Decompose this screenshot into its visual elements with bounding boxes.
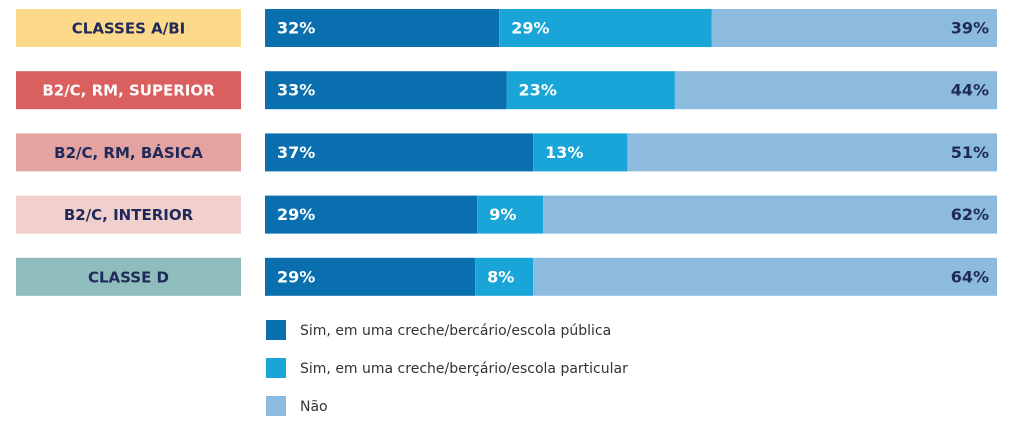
- legend-label: Sim, em uma creche/bercário/escola públi…: [300, 323, 611, 339]
- value-label: 37%: [277, 143, 315, 162]
- category-label: B2/C, RM, SUPERIOR: [42, 82, 215, 100]
- value-label: 29%: [277, 267, 315, 286]
- bar-segment: [499, 9, 712, 47]
- legend-label: Não: [300, 399, 328, 415]
- legend-label: Sim, em uma creche/berçário/escola parti…: [300, 361, 628, 377]
- category-box: [16, 71, 241, 110]
- bar-segment: [477, 195, 544, 234]
- bar-segment: [627, 133, 997, 172]
- value-label: 29%: [277, 205, 315, 224]
- bar-segment: [711, 9, 997, 47]
- bar-segment: [543, 195, 997, 234]
- bar-segment: [475, 257, 534, 296]
- bar-segment: [265, 71, 507, 110]
- value-label: 13%: [545, 143, 583, 162]
- category-label: B2/C, INTERIOR: [64, 206, 194, 224]
- category-box: [16, 257, 241, 296]
- value-label: 29%: [511, 19, 549, 38]
- value-label: 64%: [951, 267, 989, 286]
- bar-segment: [265, 9, 500, 47]
- bar-segment: [533, 133, 628, 172]
- legend-swatch: [266, 396, 286, 416]
- bar-segment: [533, 257, 997, 296]
- category-label: CLASSE D: [88, 268, 169, 286]
- legend-swatch: [266, 320, 286, 340]
- category-label: B2/C, RM, BÁSICA: [54, 143, 203, 162]
- value-label: 44%: [951, 81, 989, 100]
- category-box: [16, 133, 241, 172]
- value-label: 33%: [277, 81, 315, 100]
- category-box: [16, 195, 241, 234]
- value-label: 9%: [489, 205, 516, 224]
- value-label: 39%: [951, 19, 989, 38]
- value-label: 32%: [277, 19, 315, 38]
- bar-segment: [506, 71, 675, 110]
- value-label: 23%: [519, 81, 557, 100]
- bar-segment: [265, 257, 476, 296]
- bar-segment: [265, 133, 534, 172]
- value-label: 62%: [951, 205, 989, 224]
- legend-swatch: [266, 358, 286, 378]
- bar-segment: [265, 195, 478, 234]
- category-box: [16, 9, 241, 47]
- value-label: 51%: [951, 143, 989, 162]
- bar-segment: [674, 71, 997, 110]
- category-label: CLASSES A/BI: [72, 20, 185, 38]
- value-label: 8%: [487, 267, 514, 286]
